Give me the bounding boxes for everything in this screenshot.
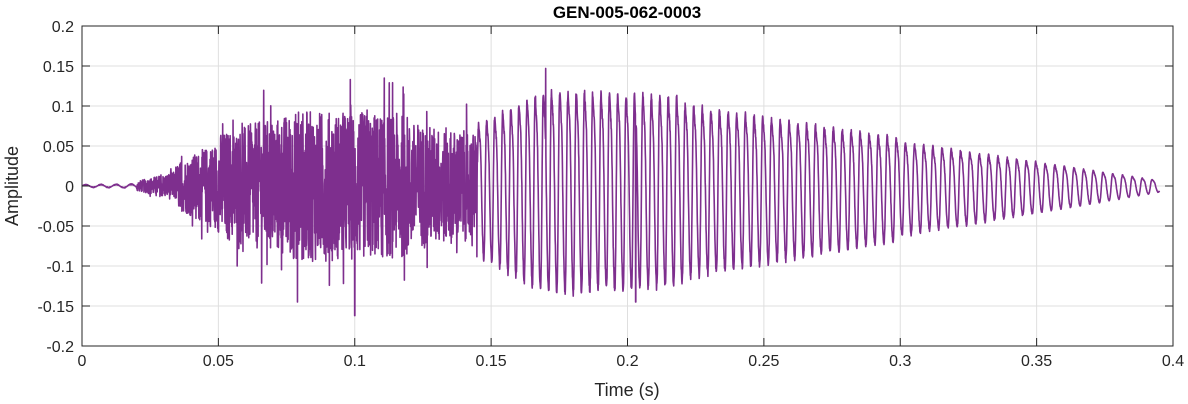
amplitude-series-line (81, 67, 1161, 317)
x-tick-label: 0.3 (889, 353, 911, 370)
y-tick-label: 0 (65, 179, 74, 196)
x-axis-ticks: 0 0.05 0.1 0.15 0.2 0.25 0.3 0.35 0.4 (78, 26, 1184, 370)
y-tick-label: 0.05 (43, 139, 74, 156)
y-tick-label: -0.15 (38, 299, 75, 316)
y-tick-label: -0.2 (46, 339, 74, 356)
x-tick-label: 0.25 (748, 353, 779, 370)
y-tick-label: -0.1 (46, 259, 74, 276)
x-tick-label: 0 (78, 353, 87, 370)
y-tick-label: -0.05 (38, 219, 75, 236)
x-tick-label: 0.2 (616, 353, 638, 370)
y-tick-label: 0.1 (52, 99, 74, 116)
x-tick-label: 0.05 (203, 353, 234, 370)
x-tick-label: 0.4 (1162, 353, 1184, 370)
x-tick-label: 0.35 (1021, 353, 1052, 370)
y-tick-label: 0.15 (43, 59, 74, 76)
chart-title: GEN-005-062-0003 (553, 3, 701, 22)
x-tick-label: 0.1 (344, 353, 366, 370)
y-axis-ticks: -0.2 -0.15 -0.1 -0.05 0 0.05 0.1 0.15 0.2 (38, 19, 1173, 356)
y-tick-label: 0.2 (52, 19, 74, 36)
y-axis-label: Amplitude (2, 146, 22, 226)
x-tick-label: 0.15 (476, 353, 507, 370)
x-axis-label: Time (s) (594, 380, 659, 400)
